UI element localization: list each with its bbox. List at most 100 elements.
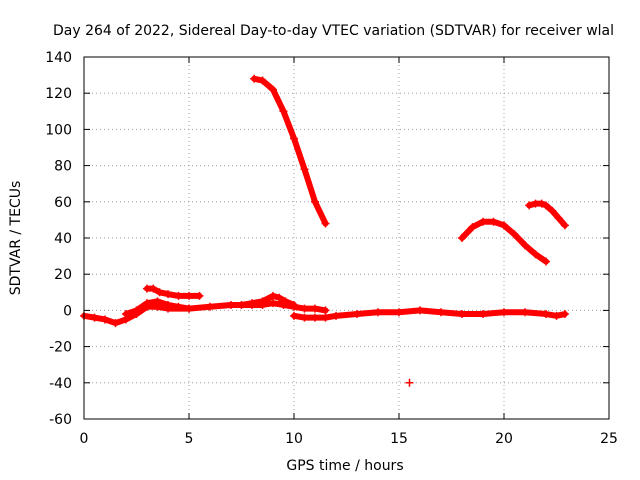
data-point bbox=[269, 299, 277, 308]
data-point bbox=[185, 304, 193, 313]
data-point bbox=[489, 217, 498, 226]
data-point bbox=[164, 290, 172, 299]
data-point bbox=[275, 293, 284, 302]
y-tick-label: -60 bbox=[49, 412, 72, 428]
grid bbox=[84, 57, 609, 419]
y-tick-label: 120 bbox=[45, 86, 72, 102]
data-point bbox=[149, 284, 158, 293]
data-point bbox=[258, 297, 267, 306]
data-point bbox=[279, 107, 288, 116]
data-point bbox=[542, 310, 550, 319]
y-tick-label: -40 bbox=[49, 376, 72, 392]
data-point bbox=[164, 300, 172, 309]
data-point bbox=[290, 134, 298, 143]
series-trace bbox=[144, 285, 203, 299]
x-tick-label: 5 bbox=[185, 431, 194, 447]
data-point bbox=[500, 221, 508, 230]
series-arc-falling bbox=[250, 74, 330, 228]
x-axis-label: GPS time / hours bbox=[286, 458, 403, 474]
series-arc-baseline-2 bbox=[290, 306, 569, 322]
data-point bbox=[281, 297, 290, 306]
y-tick-label: 0 bbox=[63, 303, 72, 319]
series-arc-bump-9h bbox=[237, 291, 298, 309]
data-point bbox=[269, 85, 277, 94]
data-point bbox=[300, 313, 309, 322]
data-point bbox=[510, 230, 519, 239]
data-point bbox=[554, 214, 563, 223]
data-point bbox=[132, 306, 141, 315]
data-point bbox=[321, 219, 330, 228]
plot-frame bbox=[83, 56, 610, 420]
data-point bbox=[395, 308, 403, 317]
data-point bbox=[195, 291, 204, 300]
data-point bbox=[311, 313, 319, 322]
x-tick-label: 20 bbox=[495, 431, 513, 447]
data-point bbox=[521, 308, 529, 317]
data-point bbox=[405, 378, 414, 387]
data-point bbox=[185, 291, 193, 300]
x-tick-label: 15 bbox=[390, 431, 408, 447]
data-point bbox=[479, 217, 487, 226]
data-point bbox=[321, 313, 330, 322]
data-point bbox=[437, 308, 445, 317]
data-point bbox=[250, 74, 259, 83]
series-arc-hump-22h bbox=[525, 199, 569, 230]
data-point bbox=[237, 300, 246, 309]
series-arc-hump-19h bbox=[458, 217, 550, 266]
y-tick-label: 60 bbox=[54, 195, 72, 211]
data-point bbox=[416, 306, 424, 315]
data-point bbox=[332, 311, 340, 320]
data-point bbox=[500, 308, 508, 317]
data-point bbox=[290, 300, 298, 309]
data-point bbox=[311, 197, 319, 206]
data-point bbox=[300, 165, 309, 174]
data-point bbox=[537, 199, 546, 208]
data-point bbox=[111, 319, 120, 328]
data-point bbox=[155, 288, 164, 297]
data-point bbox=[560, 221, 569, 230]
data-point bbox=[248, 299, 256, 308]
data-point bbox=[227, 300, 235, 309]
data-point bbox=[311, 304, 319, 313]
data-series bbox=[80, 74, 569, 387]
data-point bbox=[143, 299, 151, 308]
data-point bbox=[290, 311, 298, 320]
data-point bbox=[269, 291, 277, 300]
data-point bbox=[258, 76, 267, 85]
data-point bbox=[560, 310, 569, 319]
x-tick-label: 25 bbox=[600, 431, 618, 447]
data-point bbox=[548, 206, 557, 215]
series-outlier bbox=[405, 378, 414, 387]
data-point bbox=[542, 201, 550, 210]
chart-title: Day 264 of 2022, Sidereal Day-to-day VTE… bbox=[53, 23, 614, 39]
y-tick-label: -20 bbox=[49, 340, 72, 356]
data-point bbox=[458, 310, 466, 319]
data-point bbox=[521, 241, 529, 250]
data-point bbox=[300, 304, 309, 313]
x-tick-label: 10 bbox=[285, 431, 303, 447]
y-tick-label: 100 bbox=[45, 122, 72, 138]
data-point bbox=[101, 315, 109, 324]
data-point bbox=[468, 223, 477, 232]
data-point bbox=[174, 302, 183, 311]
data-point bbox=[353, 310, 361, 319]
data-point bbox=[458, 234, 466, 242]
series-arc-bump-2h bbox=[122, 297, 193, 319]
series-arc-bump-3h bbox=[143, 284, 204, 300]
axis-ticks: 0 5 10 15 20 25 -60 -40 -20 0 20 40 60 80 100 120 140 bbox=[45, 50, 618, 447]
data-point bbox=[122, 310, 130, 319]
data-point bbox=[552, 311, 561, 320]
data-point bbox=[153, 297, 162, 306]
y-tick-label: 40 bbox=[54, 231, 72, 247]
series-trace bbox=[251, 75, 329, 227]
data-point bbox=[542, 257, 550, 266]
data-point bbox=[479, 310, 487, 319]
y-tick-label: 20 bbox=[54, 267, 72, 283]
data-point bbox=[174, 291, 183, 300]
data-point bbox=[90, 313, 99, 322]
y-axis-label: SDTVAR / TECUs bbox=[8, 181, 24, 296]
data-point bbox=[531, 250, 540, 259]
data-point bbox=[374, 308, 382, 317]
series-trace bbox=[526, 200, 568, 229]
